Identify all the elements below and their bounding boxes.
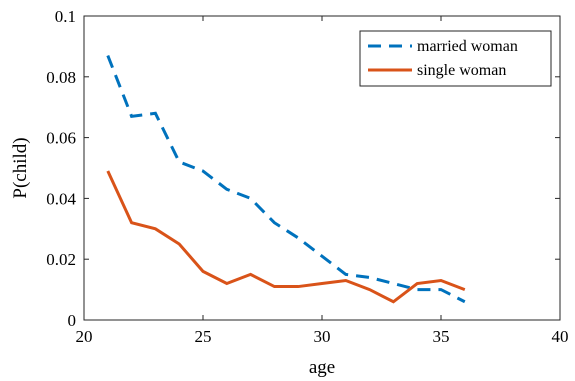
x-axis-label: age [309,357,335,378]
series-group [106,54,466,304]
y-tick-label: 0.08 [46,68,76,87]
x-tick-label: 30 [314,327,331,346]
y-tick-label: 0.04 [46,189,76,208]
y-tick-label: 0.1 [55,7,76,26]
legend: married woman single woman [359,30,552,87]
x-tick-label: 20 [76,327,93,346]
legend-label-2: single woman [417,62,506,79]
y-tick-label: 0 [68,311,77,330]
axes: 20 25 30 35 40 0 0.02 0.04 0.06 0.08 0.1 [46,7,568,346]
y-axis-label: P(child) [10,137,31,198]
y-tick-label: 0.06 [46,129,76,148]
series-line-1 [106,54,466,304]
x-tick-label: 40 [552,327,569,346]
x-tick-label: 25 [195,327,212,346]
y-tick-label: 0.02 [46,250,76,269]
series-line-2 [106,170,466,304]
legend-box [359,30,552,87]
x-tick-label: 35 [433,327,450,346]
legend-label-1: married woman [417,38,518,55]
